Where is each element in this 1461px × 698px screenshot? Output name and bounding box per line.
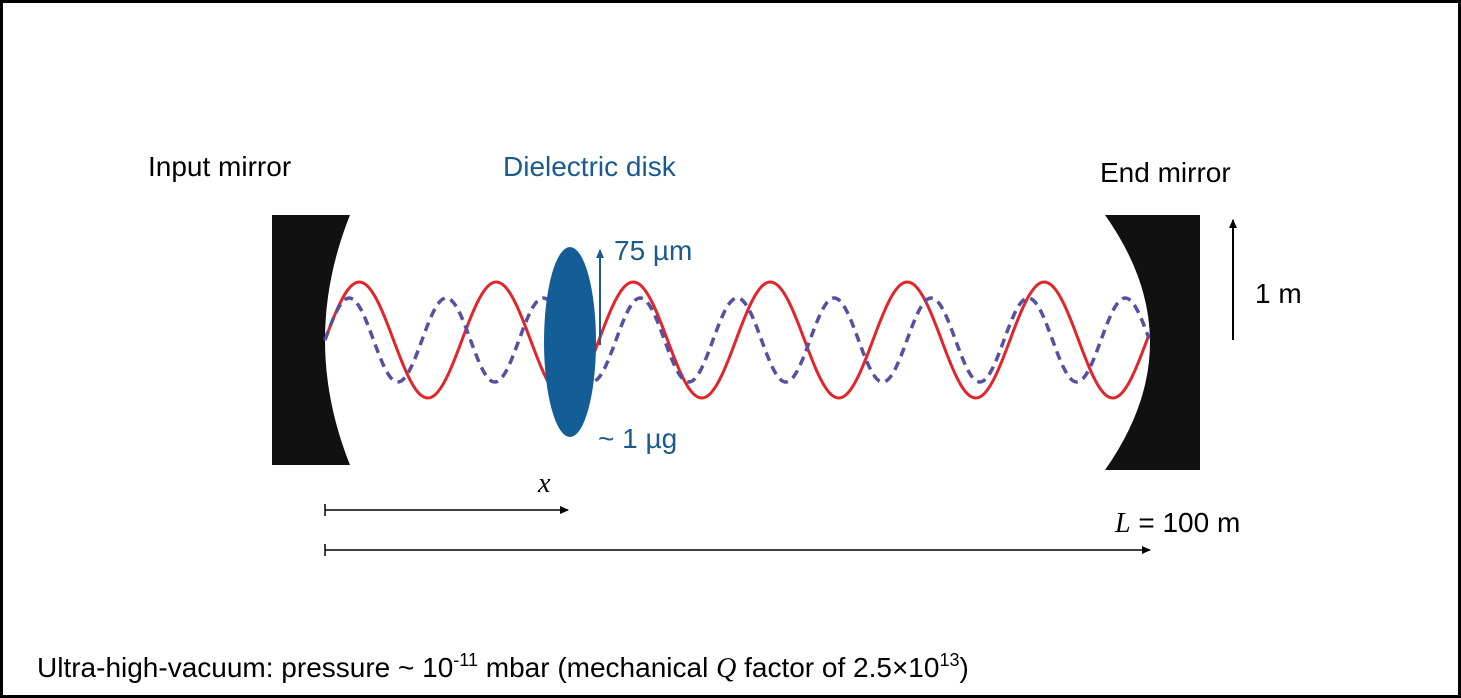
end-mirror: [1105, 215, 1200, 470]
dielectric-disk: [544, 247, 596, 437]
exponent: 13: [939, 650, 959, 670]
text: mbar (mechanical: [478, 652, 716, 683]
text: factor of 2.5×10: [736, 652, 939, 683]
label: L = 100 m: [1114, 507, 1240, 539]
label: ~ 1 µg: [598, 423, 677, 454]
text: Ultra-high-vacuum: pressure ~ 10: [37, 652, 453, 683]
label: End mirror: [1100, 157, 1231, 188]
value: = 100 m: [1131, 507, 1241, 538]
label: x: [537, 468, 551, 499]
label: 1 m: [1255, 278, 1302, 309]
caption: Ultra-high-vacuum: pressure ~ 10-11 mbar…: [37, 650, 969, 684]
input-mirror: [272, 215, 350, 465]
symbol: L: [1114, 508, 1131, 539]
exponent: -11: [453, 650, 478, 670]
label: 75 µm: [614, 235, 692, 266]
shifted-mode: [323, 296, 1151, 384]
symbol: Q: [716, 653, 736, 684]
text: ): [959, 652, 968, 683]
label: Dielectric disk: [503, 151, 677, 182]
cavity-mode: [323, 280, 1151, 400]
label: Input mirror: [148, 151, 291, 182]
